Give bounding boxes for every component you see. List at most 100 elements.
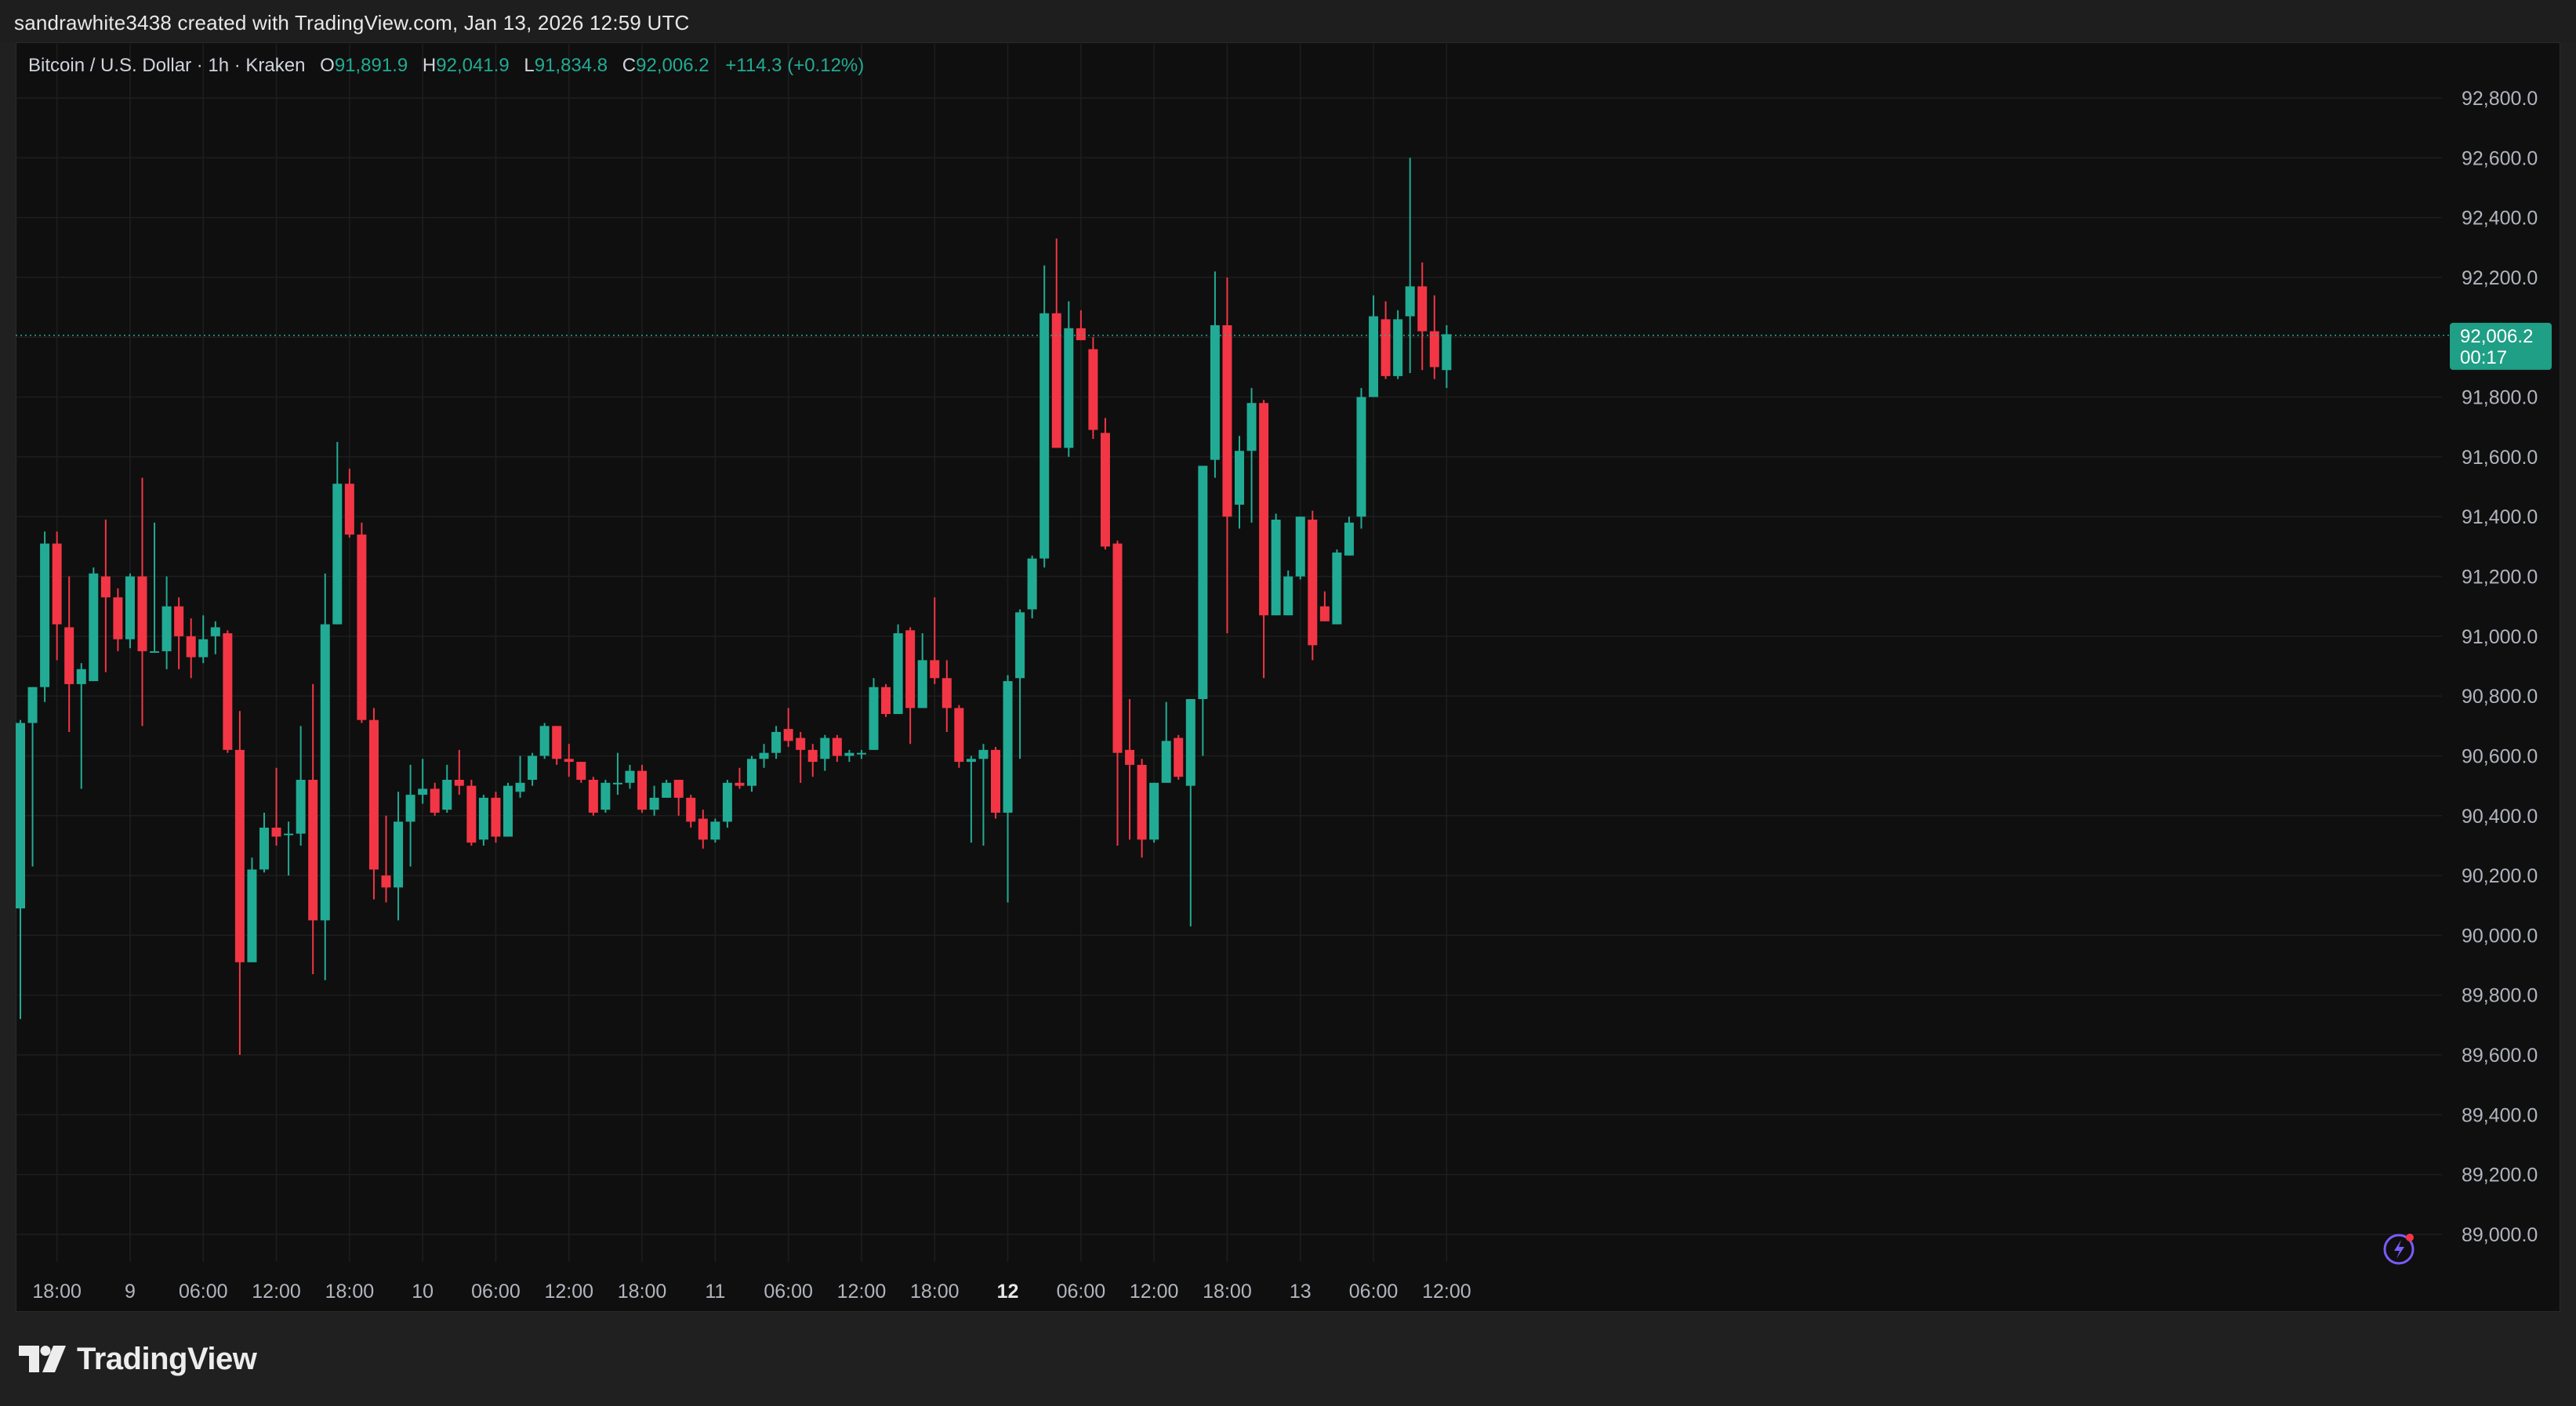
candle xyxy=(357,522,367,723)
candle-body xyxy=(1283,576,1293,616)
candle xyxy=(1283,570,1293,616)
candle xyxy=(1185,698,1195,926)
candle xyxy=(1064,301,1074,457)
candle xyxy=(1076,310,1086,341)
candle-body xyxy=(747,759,756,786)
chart-pane[interactable] xyxy=(16,42,2560,1312)
price-tick-label: 91,200.0 xyxy=(2462,567,2538,589)
candle xyxy=(405,764,415,867)
price-tick-label: 92,400.0 xyxy=(2462,208,2538,230)
tradingview-logo[interactable]: TradingView xyxy=(19,1342,257,1376)
candle-body xyxy=(978,749,989,759)
candle-body xyxy=(796,737,806,750)
candle-body xyxy=(137,576,147,651)
candle xyxy=(64,576,74,732)
candle xyxy=(296,726,306,846)
candle xyxy=(1271,513,1281,616)
low-value: 91,834.8 xyxy=(534,55,608,76)
candle xyxy=(1235,436,1244,529)
price-tick-label: 89,400.0 xyxy=(2462,1104,2538,1126)
candle-body xyxy=(381,875,391,888)
candle-body xyxy=(1222,325,1232,517)
time-tick-label: 06:00 xyxy=(471,1281,521,1303)
candle xyxy=(1161,701,1171,783)
candle-body xyxy=(844,752,854,756)
candle-body xyxy=(76,669,86,684)
candle-body xyxy=(1344,522,1354,556)
assistant-icon[interactable] xyxy=(2383,1234,2415,1265)
candle xyxy=(344,469,354,538)
candle xyxy=(807,744,818,777)
time-tick-label: 18:00 xyxy=(1203,1281,1252,1303)
candle-body xyxy=(552,726,562,759)
candle-body xyxy=(710,821,720,840)
candle xyxy=(1356,388,1366,529)
candle-body xyxy=(1064,328,1074,448)
candle-body xyxy=(1137,764,1147,840)
candle-body xyxy=(64,627,74,684)
time-tick-label: 12:00 xyxy=(252,1281,301,1303)
candle xyxy=(1429,295,1439,379)
candle xyxy=(576,762,586,783)
candle-body xyxy=(856,752,866,755)
candle-body xyxy=(1198,466,1208,699)
candle xyxy=(796,731,806,783)
candle xyxy=(722,780,732,828)
candlestick-chart[interactable]: 89,000.0 89,200.0 89,400.0 89,600.0 89,800.0… xyxy=(0,0,2576,1312)
candle-body xyxy=(405,795,415,822)
candle-body xyxy=(1442,334,1452,371)
candle xyxy=(52,531,62,661)
candle-body xyxy=(869,687,879,750)
candle xyxy=(1003,675,1013,903)
candle xyxy=(27,687,38,867)
candle xyxy=(637,764,648,813)
candle xyxy=(454,749,464,795)
candle xyxy=(771,726,782,759)
candle-body xyxy=(223,633,233,750)
symbol-title[interactable]: Bitcoin / U.S. Dollar · 1h · Kraken xyxy=(28,55,306,76)
open-label: O xyxy=(320,55,335,76)
time-axis[interactable]: 18:00 9 06:00 12:00 18:00 10 06:00 12:00 18:00 11… xyxy=(32,1281,1471,1303)
candle-body xyxy=(1393,319,1403,376)
candle xyxy=(174,597,184,669)
candle xyxy=(820,734,830,771)
candle-body xyxy=(1039,313,1050,559)
price-axis[interactable]: 89,000.0 89,200.0 89,400.0 89,600.0 89,800.0… xyxy=(2462,88,2538,1246)
ohlc-legend: Bitcoin / U.S. Dollar · 1h · Kraken O 91,… xyxy=(28,55,864,77)
candle-body xyxy=(1174,737,1184,777)
last-price-tag: 92,006.2 00:17 xyxy=(2450,322,2552,370)
candle xyxy=(930,597,940,684)
candle-body xyxy=(113,597,123,640)
candle xyxy=(442,764,452,813)
candle xyxy=(552,726,562,765)
candle-body xyxy=(1161,741,1171,783)
time-tick-label: 12 xyxy=(997,1281,1019,1303)
candle-body xyxy=(1003,681,1013,813)
candle-body xyxy=(893,633,903,715)
candle xyxy=(1088,337,1098,439)
candle-body xyxy=(662,782,672,798)
candle xyxy=(137,477,147,727)
candle-body xyxy=(1051,313,1061,448)
time-tick-label: 06:00 xyxy=(764,1281,813,1303)
time-tick-label: 10 xyxy=(412,1281,434,1303)
candle-body xyxy=(161,606,172,651)
candle-body xyxy=(1405,286,1415,317)
candle-body xyxy=(759,752,769,759)
candle-body xyxy=(515,782,525,792)
candle xyxy=(942,660,952,732)
candle-body xyxy=(368,719,379,870)
candle xyxy=(161,576,172,669)
candle-body xyxy=(1295,516,1305,577)
candle xyxy=(1417,262,1428,371)
candle-body xyxy=(905,630,916,708)
candle xyxy=(1308,510,1318,661)
low-label: L xyxy=(524,55,535,76)
candle-body xyxy=(930,660,940,679)
time-tick-label: 18:00 xyxy=(910,1281,960,1303)
candle xyxy=(1259,400,1269,679)
candle-body xyxy=(649,797,659,810)
candle-body xyxy=(125,576,135,640)
price-tick-label: 89,000.0 xyxy=(2462,1224,2538,1246)
candle xyxy=(1015,609,1025,759)
